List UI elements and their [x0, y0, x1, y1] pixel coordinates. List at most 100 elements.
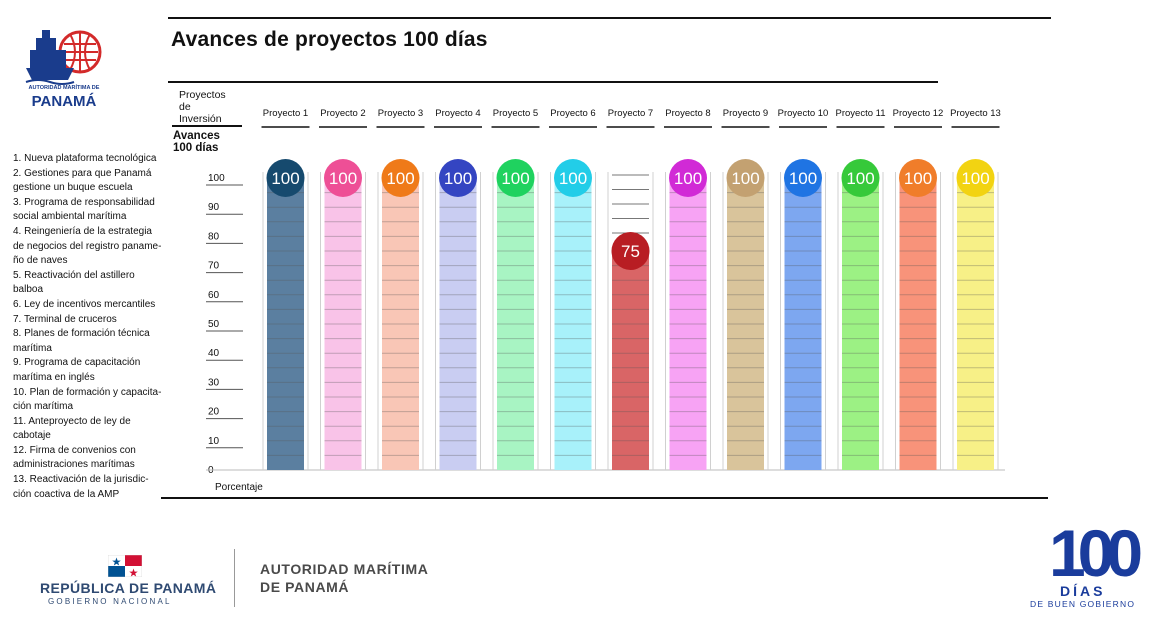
x-tick-label: Proyecto 2: [320, 108, 365, 119]
x-tick-label: Proyecto 8: [665, 108, 710, 119]
bar: [497, 178, 534, 470]
legend-item: 2. Gestiones para que Panamá gestione un…: [13, 167, 152, 194]
value-bubble: [266, 159, 305, 197]
y-tick-label: 70: [208, 261, 220, 272]
x-tick-label: Proyecto 6: [550, 108, 595, 119]
amp-logo: [24, 28, 106, 88]
hundred-days-badge: 100: [1030, 516, 1155, 590]
legend-item: 8. Planes de formación técnica marítima: [13, 328, 150, 354]
badge-dias: DÍAS: [1060, 583, 1106, 599]
y-tick-label: 90: [208, 202, 220, 213]
value-bubble: [784, 159, 822, 197]
bar: [842, 178, 879, 470]
data-label: 100: [789, 169, 817, 188]
y-tick-label: 30: [208, 377, 220, 388]
bar: [324, 178, 362, 470]
y-tick-label: 100: [208, 173, 225, 184]
data-label: 100: [559, 169, 587, 188]
value-bubble: [726, 159, 765, 197]
footer-divider: [234, 549, 235, 607]
page-title: Avances de proyectos 100 días: [171, 28, 488, 51]
legend-item: 7. Terminal de cruceros: [13, 313, 117, 325]
project-legend: 1. Nueva plataforma tecnológica 2. Gestio…: [13, 152, 173, 502]
ship-globe-icon: [25, 30, 102, 85]
hundred-days-logo-icon: 100: [1049, 516, 1148, 590]
bar: [554, 178, 592, 470]
data-label: 100: [501, 169, 529, 188]
legend-item: 5. Reactivación del astillero balboa: [13, 269, 135, 296]
x-tick-label: Proyecto 1: [263, 108, 308, 119]
legend-item: 6. Ley de incentivos mercantiles: [13, 298, 156, 310]
data-label: 75: [621, 242, 640, 261]
value-bubble: [841, 159, 880, 197]
value-bubble: [381, 159, 420, 197]
x-tick-label: Proyecto 4: [435, 108, 480, 119]
bar: [382, 178, 419, 470]
value-axis-unit: Porcentaje: [215, 482, 263, 493]
data-label: 100: [731, 169, 759, 188]
x-tick-label: Proyecto 10: [778, 108, 829, 119]
bottom-rule: [161, 497, 1048, 499]
value-bubble: [611, 232, 650, 270]
amp-logo-name: PANAMÁ: [31, 93, 97, 110]
category-header-underline: [172, 125, 242, 127]
y-tick-label: 40: [208, 348, 220, 359]
value-bubble: [324, 159, 362, 197]
legend-item: 12. Firma de convenios con administracio…: [13, 444, 136, 471]
bar: [899, 178, 937, 470]
title-underline: [168, 81, 938, 83]
legend-item: 4. Reingeniería de la estrategia de nego…: [13, 225, 162, 267]
category-axis-header: Proyectos de Inversión: [179, 89, 226, 125]
bar: [267, 178, 304, 470]
government-label: GOBIERNO NACIONAL: [48, 597, 172, 606]
y-tick-label: 60: [208, 290, 220, 301]
value-bubble: [439, 159, 477, 197]
y-tick-label: 10: [208, 436, 220, 447]
data-label: 100: [271, 169, 299, 188]
x-tick-label: Proyecto 3: [378, 108, 423, 119]
top-rule: [168, 17, 1051, 19]
value-bubble: [669, 159, 707, 197]
legend-item: 3. Programa de responsabilidad social am…: [13, 196, 155, 223]
value-bubble: [554, 159, 592, 197]
x-tick-label: Proyecto 13: [950, 108, 1001, 119]
value-bubble: [899, 159, 937, 197]
value-axis-header: Avances 100 días: [173, 130, 220, 154]
badge-subtitle: DE BUEN GOBIERNO: [1030, 599, 1136, 609]
y-tick-label: 80: [208, 231, 220, 242]
bar: [439, 178, 477, 470]
bar: [669, 178, 707, 470]
amp-logo-caption: AUTORIDAD MARÍTIMA DE: [28, 85, 100, 91]
data-label: 100: [846, 169, 874, 188]
badge-number: 100: [1049, 518, 1140, 584]
data-label: 100: [674, 169, 702, 188]
x-tick-label: Proyecto 7: [608, 108, 653, 119]
data-label: 100: [444, 169, 472, 188]
bar: [727, 178, 764, 470]
republic-label: REPÚBLICA DE PANAMÁ: [40, 580, 217, 596]
x-tick-label: Proyecto 5: [493, 108, 538, 119]
value-bubble: [956, 159, 995, 197]
bar: [957, 178, 994, 470]
panama-flag-icon: [107, 554, 143, 578]
value-bubble: [496, 159, 535, 197]
legend-item: 10. Plan de formación y capacita- ción m…: [13, 386, 162, 413]
y-tick-label: 20: [208, 407, 220, 418]
progress-chart: 0102030405060708090100Proyecto 1100Proye…: [206, 108, 1005, 476]
x-tick-label: Proyecto 9: [723, 108, 768, 119]
data-label: 100: [961, 169, 989, 188]
data-label: 100: [386, 169, 414, 188]
data-label: 100: [329, 169, 357, 188]
bar: [784, 178, 822, 470]
y-tick-label: 50: [208, 319, 220, 330]
data-label: 100: [904, 169, 932, 188]
panama-flag: [107, 554, 143, 578]
legend-item: 9. Programa de capacitación marítima en …: [13, 357, 141, 383]
x-tick-label: Proyecto 11: [836, 108, 886, 119]
legend-item: 11. Anteproyecto de ley de cabotaje: [13, 415, 131, 442]
legend-item: 1. Nueva plataforma tecnológica: [13, 153, 157, 164]
authority-label: AUTORIDAD MARÍTIMA DE PANAMÁ: [260, 561, 429, 595]
legend-item: 13. Reactivación de la jurisdic- ción co…: [13, 474, 149, 500]
bar: [612, 251, 649, 470]
x-tick-label: Proyecto 12: [893, 108, 944, 119]
